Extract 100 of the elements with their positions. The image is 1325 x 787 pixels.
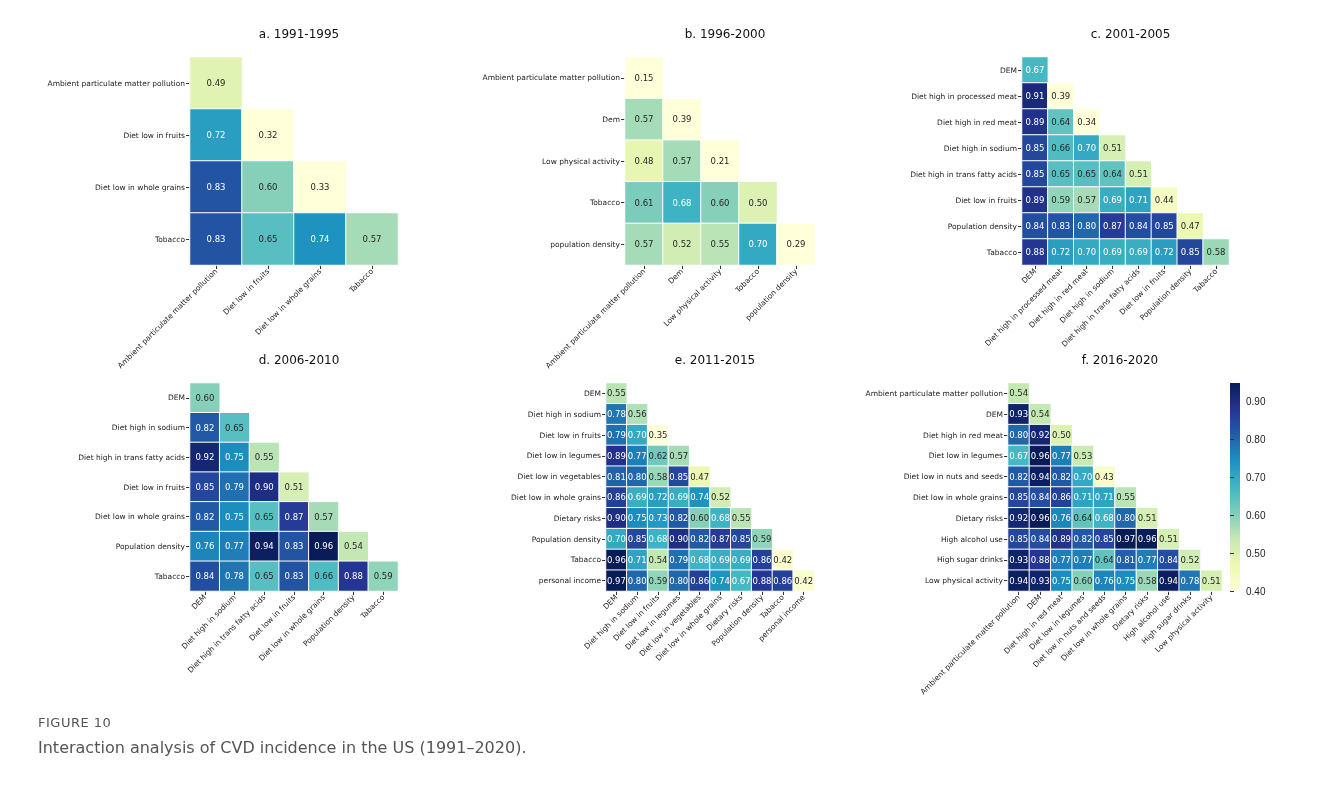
data-label: 0.57 — [669, 450, 689, 461]
data-label: 0.67 — [731, 575, 751, 586]
data-label: 0.42 — [773, 554, 793, 565]
data-label: 0.57 — [634, 239, 654, 250]
data-label: 0.82 — [669, 513, 689, 524]
data-label: 0.54 — [1009, 388, 1029, 399]
data-label: 0.69 — [627, 492, 647, 503]
data-label: 0.94 — [1030, 471, 1050, 482]
color-bar-label: 0.80 — [1246, 434, 1266, 446]
data-label: 0.60 — [690, 513, 710, 524]
data-label: 0.97 — [1116, 534, 1136, 544]
data-label: 0.35 — [648, 430, 668, 440]
data-label: 0.72 — [1051, 247, 1071, 257]
color-bar-label: 0.70 — [1246, 472, 1266, 484]
chart-title: f. 2016-2020 — [1081, 353, 1159, 367]
data-label: 0.87 — [1103, 221, 1123, 231]
data-label: 0.85 — [1154, 221, 1174, 231]
data-label: 0.76 — [195, 541, 215, 552]
data-label: 0.75 — [1116, 575, 1136, 586]
data-label: 0.72 — [1154, 247, 1174, 257]
data-label: 0.60 — [258, 182, 278, 192]
data-label: 0.81 — [606, 471, 626, 482]
data-label: 0.65 — [1051, 169, 1071, 179]
data-label: 0.75 — [225, 511, 245, 522]
chart-title: a. 1991-1995 — [258, 27, 340, 41]
data-label: 0.81 — [1116, 554, 1136, 565]
data-label: 0.44 — [1154, 195, 1174, 205]
data-label: 0.64 — [1094, 554, 1114, 565]
data-label: 0.68 — [690, 554, 710, 565]
data-label: 0.51 — [1137, 513, 1157, 524]
data-label: 0.90 — [606, 513, 626, 524]
data-label: 0.54 — [648, 554, 668, 565]
data-label: 0.83 — [206, 234, 226, 244]
data-label: 0.84 — [1030, 492, 1050, 503]
data-label: 0.93 — [1030, 575, 1050, 586]
data-label: 0.87 — [710, 534, 730, 544]
data-label: 0.55 — [606, 388, 626, 399]
data-label: 0.55 — [254, 452, 274, 463]
data-label: 0.89 — [606, 450, 626, 461]
data-label: 0.89 — [1025, 195, 1045, 205]
data-label: 0.58 — [648, 471, 668, 482]
data-label: 0.96 — [1030, 513, 1050, 524]
data-label: 0.77 — [1073, 554, 1093, 565]
data-label: 0.85 — [1094, 534, 1114, 544]
data-label: 0.48 — [634, 156, 654, 166]
data-label: 0.74 — [710, 575, 730, 586]
data-label: 0.85 — [669, 471, 689, 482]
data-label: 0.70 — [1077, 247, 1097, 257]
data-label: 0.59 — [373, 571, 393, 582]
data-label: 0.83 — [206, 182, 226, 192]
data-label: 0.93 — [1009, 409, 1029, 420]
data-label: 0.69 — [1103, 247, 1123, 257]
data-label: 0.88 — [1025, 247, 1045, 257]
data-label: 0.70 — [606, 534, 626, 544]
data-label: 0.71 — [1094, 492, 1114, 503]
data-label: 0.78 — [1180, 575, 1200, 586]
data-label: 0.89 — [1052, 534, 1071, 544]
data-label: 0.67 — [1025, 65, 1045, 75]
data-label: 0.75 — [1052, 575, 1071, 586]
data-label: 0.55 — [731, 513, 751, 524]
data-label: 0.47 — [690, 471, 710, 482]
data-label: 0.54 — [1030, 409, 1050, 420]
data-label: 0.77 — [627, 450, 647, 461]
chart-title: e. 2011-2015 — [674, 353, 756, 367]
data-label: 0.65 — [254, 511, 274, 522]
data-label: 0.69 — [731, 554, 751, 565]
data-label: 0.90 — [254, 482, 274, 492]
data-label: 0.71 — [1128, 195, 1148, 205]
data-label: 0.58 — [1137, 575, 1157, 586]
data-label: 0.85 — [731, 534, 751, 544]
data-label: 0.79 — [669, 554, 689, 565]
data-label: 0.55 — [1116, 492, 1136, 503]
data-label: 0.86 — [690, 575, 710, 586]
data-label: 0.91 — [1025, 91, 1045, 101]
data-label: 0.72 — [648, 492, 668, 503]
data-label: 0.60 — [1073, 575, 1093, 586]
data-label: 0.51 — [284, 482, 304, 492]
data-label: 0.92 — [1030, 430, 1050, 440]
data-label: 0.96 — [1137, 534, 1157, 544]
data-label: 0.87 — [284, 511, 304, 522]
data-label: 0.51 — [1201, 575, 1221, 586]
data-label: 0.85 — [1009, 534, 1029, 544]
data-label: 0.86 — [773, 575, 793, 586]
data-label: 0.80 — [627, 575, 647, 586]
data-label: 0.57 — [672, 156, 692, 166]
data-label: 0.59 — [752, 534, 772, 544]
data-label: 0.50 — [748, 197, 768, 208]
data-label: 0.71 — [627, 554, 647, 565]
data-label: 0.96 — [1030, 450, 1050, 461]
data-label: 0.56 — [627, 409, 647, 420]
data-label: 0.74 — [690, 492, 710, 503]
data-label: 0.71 — [1073, 492, 1093, 503]
data-label: 0.97 — [606, 575, 626, 586]
data-label: 0.29 — [786, 239, 806, 250]
data-label: 0.57 — [634, 114, 654, 125]
color-bar-label: 0.90 — [1246, 396, 1266, 408]
data-label: 0.83 — [1051, 221, 1071, 231]
color-bar-label: 0.60 — [1246, 509, 1266, 521]
data-label: 0.58 — [1206, 247, 1226, 257]
data-label: 0.78 — [225, 571, 245, 582]
